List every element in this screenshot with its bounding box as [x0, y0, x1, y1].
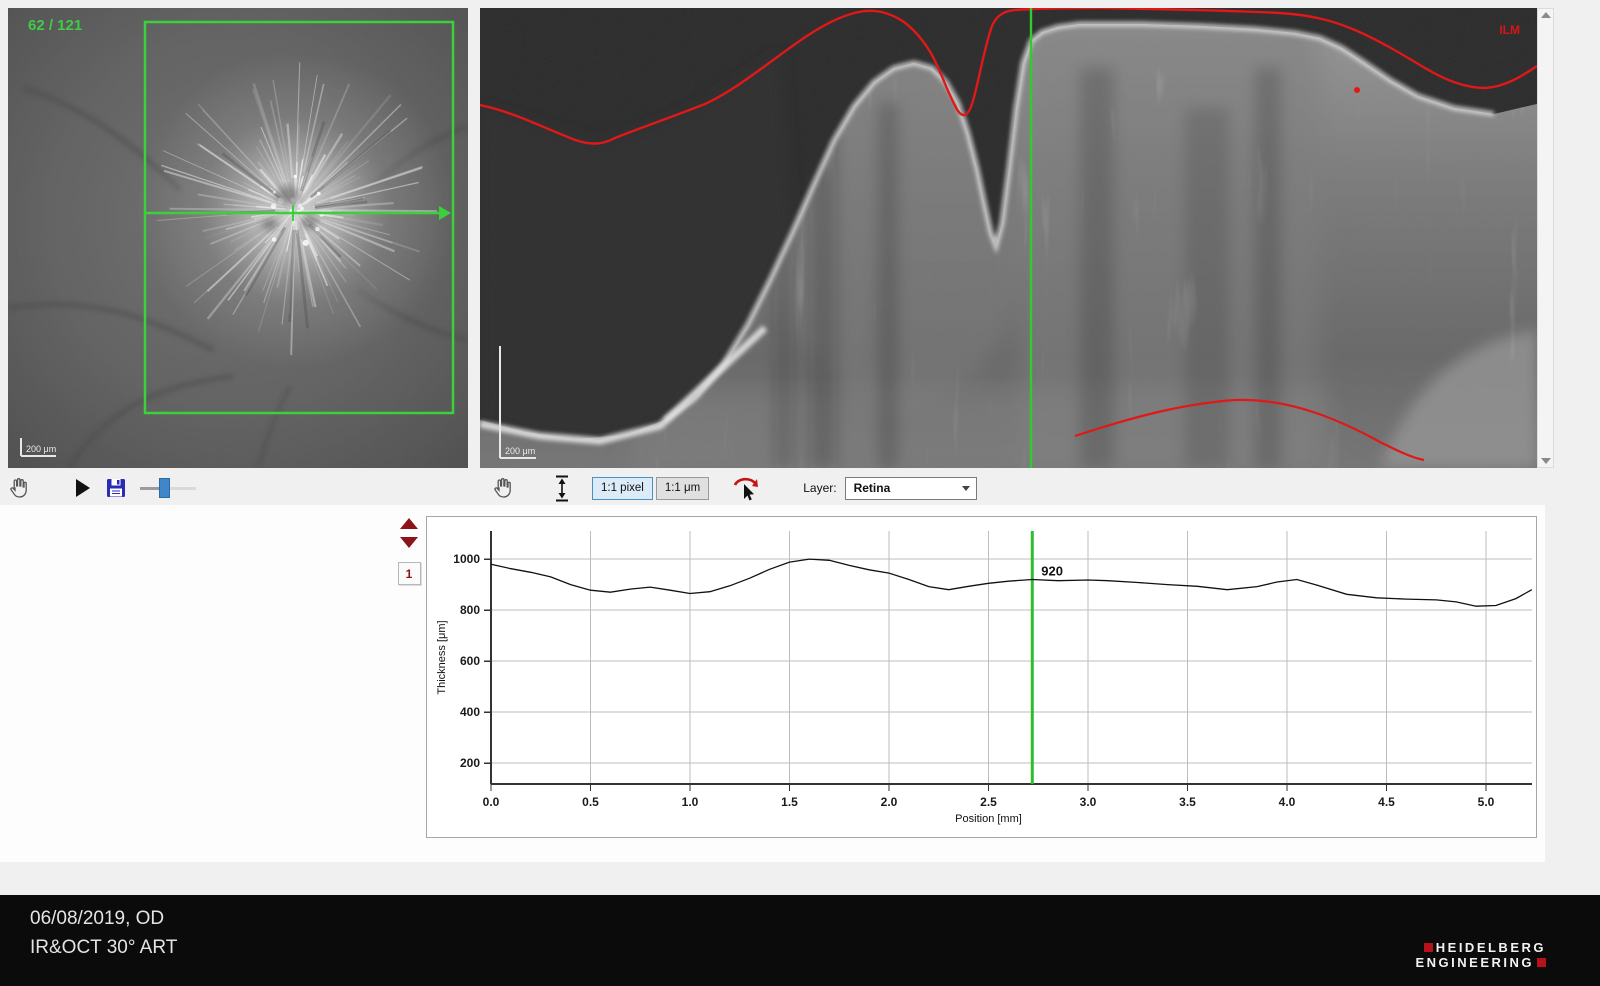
x-tick-label: 5.0 — [1478, 795, 1495, 809]
profile-nav-controls: 1 — [394, 518, 424, 585]
rpe-band-highlight — [480, 325, 768, 445]
thickness-curve — [490, 558, 1533, 607]
y-tick-label: 600 — [460, 654, 480, 668]
x-tick-label: 2.5 — [980, 795, 997, 809]
scale-1-1-um-button[interactable]: 1:1 μm — [655, 476, 710, 500]
scroll-up-icon[interactable] — [1540, 12, 1551, 18]
oct-scale-label: 200 μm — [505, 446, 535, 456]
frame-slider[interactable] — [140, 478, 196, 498]
profile-page-button[interactable]: 1 — [397, 562, 421, 585]
y-tick-label: 800 — [460, 603, 480, 617]
oct-toolbar: 1:1 pixel 1:1 μm Layer: Retina — [484, 470, 1484, 506]
logo-red-square — [1423, 943, 1433, 952]
x-tick-label: 1.0 — [682, 795, 699, 809]
heidelberg-engineering-logo: HEIDELBERG ENGINEERING — [1415, 940, 1546, 970]
save-icon[interactable] — [106, 478, 126, 498]
oct-scale-bar — [499, 346, 536, 459]
logo-red-square — [1537, 958, 1546, 967]
scan-area-rectangle[interactable] — [143, 20, 455, 415]
slider-thumb[interactable] — [159, 478, 170, 498]
layer-select[interactable]: Retina — [844, 476, 977, 500]
scan-region-overlay — [143, 20, 455, 415]
edit-segmentation-icon[interactable] — [733, 475, 759, 502]
ilm-layer-label: ILM — [1499, 23, 1520, 37]
scroll-down-icon[interactable] — [1540, 458, 1551, 464]
tissue-surface-highlight — [663, 21, 1495, 423]
fundus-scale-label: 200 μm — [26, 444, 56, 454]
slider-track-filled — [140, 487, 162, 490]
oct-vertical-scrollbar[interactable] — [1537, 8, 1554, 468]
exam-date-and-eye: 06/08/2019, OD — [30, 908, 165, 929]
logo-line2: ENGINEERING — [1415, 955, 1534, 970]
x-tick-label: 0.5 — [582, 795, 599, 809]
logo-line1: HEIDELBERG — [1435, 940, 1546, 955]
profile-down-button[interactable] — [400, 537, 418, 548]
x-tick-label: 4.0 — [1279, 795, 1296, 809]
play-movie-button[interactable] — [76, 479, 90, 497]
x-tick-label: 3.0 — [1080, 795, 1097, 809]
y-tick-label: 200 — [460, 756, 480, 770]
fit-vertical-icon[interactable] — [554, 475, 570, 502]
bscan-line-arrowhead — [439, 206, 451, 220]
pan-hand-icon[interactable] — [6, 476, 30, 500]
chevron-down-icon — [961, 485, 970, 491]
scan-protocol-info: IR&OCT 30° ART — [30, 937, 178, 958]
segmentation-dot — [1354, 87, 1360, 93]
x-tick-label: 2.0 — [881, 795, 898, 809]
faint-inner-retina-left — [480, 53, 792, 439]
frame-counter: 62 / 121 — [28, 17, 82, 34]
layer-label: Layer: — [803, 481, 837, 495]
thickness-profile-chart[interactable]: 200 400 600 800 1000 0.0 0.5 1.0 1.5 2.0 2.5 3.0 3.5… — [427, 517, 1536, 837]
y-tick-label: 400 — [460, 705, 480, 719]
pan-hand-icon[interactable] — [490, 476, 514, 500]
fundus-ir-image[interactable]: 62 / 121 200 μm — [8, 8, 468, 468]
y-tick-label: 1000 — [453, 552, 480, 566]
scale-1-1-pixel-button[interactable]: 1:1 pixel — [592, 476, 653, 500]
slider-track — [162, 487, 196, 490]
profile-up-button[interactable] — [400, 518, 418, 529]
x-tick-label: 4.5 — [1378, 795, 1395, 809]
fundus-toolbar — [6, 470, 466, 506]
fundus-scale-bar — [20, 438, 56, 457]
x-axis-title: Position [mm] — [955, 813, 1022, 825]
layer-select-value: Retina — [853, 481, 891, 495]
x-tick-label: 1.5 — [781, 795, 798, 809]
y-axis-title: Thickness [μm] — [436, 620, 448, 694]
x-tick-label: 3.5 — [1179, 795, 1196, 809]
ilm-segmentation-line[interactable] — [480, 8, 1537, 145]
oct-bscan-image[interactable]: ILM 200 μm — [480, 8, 1537, 468]
lower-segmentation-line[interactable] — [1074, 398, 1425, 462]
image-noise — [8, 8, 468, 468]
marker-value-label: 920 — [1041, 563, 1063, 578]
thickness-profile-panel[interactable]: 200 400 600 800 1000 0.0 0.5 1.0 1.5 2.0 2.5 3.0 3.5… — [426, 516, 1537, 838]
status-bar: 06/08/2019, OD IR&OCT 30° ART HEIDELBERG… — [0, 895, 1600, 986]
x-tick-label: 0.0 — [483, 795, 500, 809]
